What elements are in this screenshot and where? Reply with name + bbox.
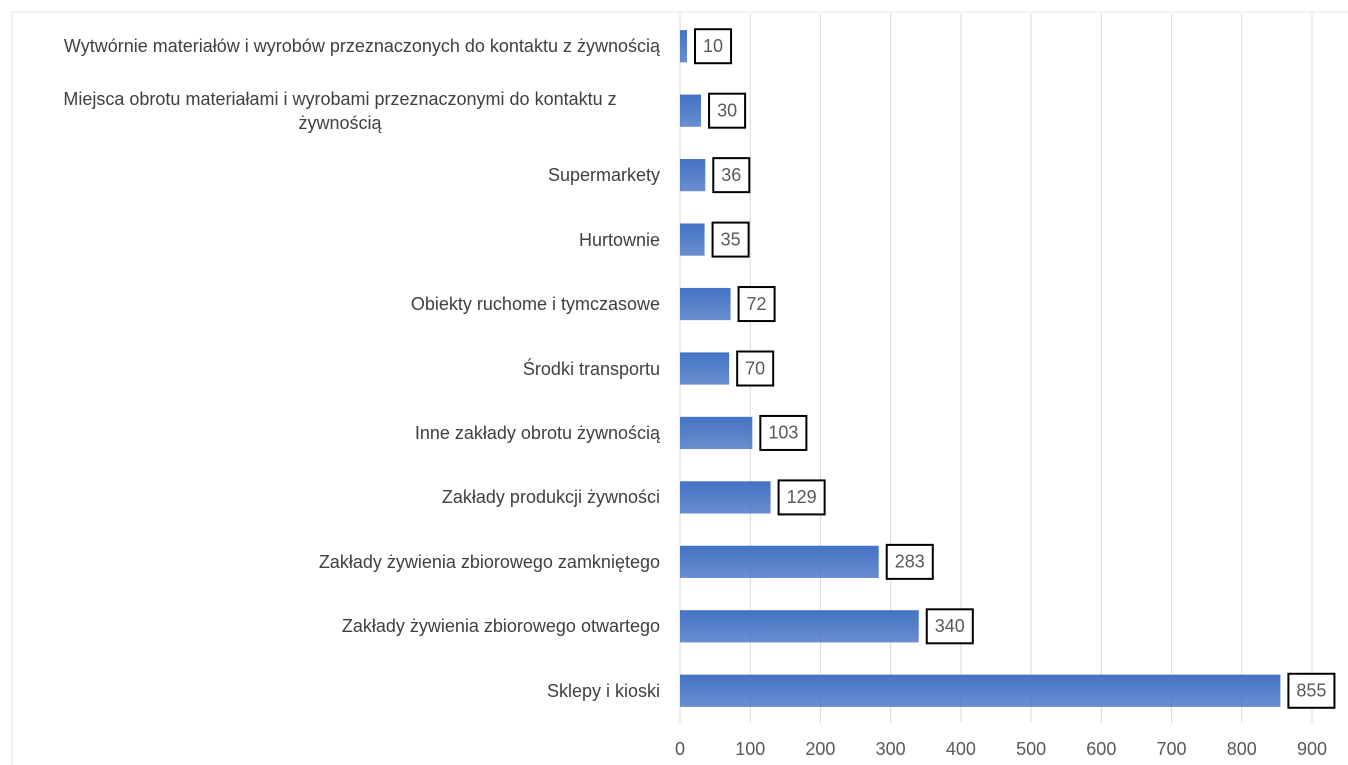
y-tick-label: Zakłady produkcji żywności — [441, 487, 660, 508]
data-label-box — [712, 157, 751, 194]
data-label: 283 — [895, 552, 925, 572]
y-tick-label: Hurtownie — [578, 229, 660, 250]
x-tick-label: 300 — [876, 739, 906, 759]
x-tick-label: 100 — [735, 739, 765, 759]
data-label: 72 — [747, 294, 767, 314]
bar — [680, 223, 705, 256]
data-label: 36 — [721, 165, 741, 185]
bar — [680, 159, 706, 192]
data-label: 340 — [935, 616, 965, 636]
data-label-box — [777, 479, 826, 516]
bar — [680, 416, 753, 450]
y-tick-label: Sklepy i kioski — [546, 680, 660, 701]
data-label-box — [759, 414, 808, 451]
data-label-box — [736, 350, 775, 387]
data-label: 103 — [768, 423, 798, 443]
y-tick-label: Inne zakłady obrotu żywnością — [414, 422, 660, 443]
y-tick-label: Zakłady żywienia zbiorowego zamkniętego — [318, 551, 660, 572]
data-label-box — [694, 28, 733, 65]
bar — [680, 545, 879, 578]
y-tick-label: Obiekty ruchome i tymczasowe — [410, 294, 660, 315]
x-tick-label: 700 — [1157, 739, 1187, 759]
data-label: 30 — [717, 100, 737, 120]
data-label: 129 — [787, 487, 817, 507]
bar — [680, 352, 730, 385]
data-label: 70 — [745, 358, 765, 378]
x-tick-label: 400 — [946, 739, 976, 759]
x-tick-label: 800 — [1227, 739, 1257, 759]
data-label-box — [925, 608, 974, 645]
x-tick-label: 900 — [1297, 739, 1327, 759]
bar — [680, 287, 731, 321]
y-tick-label: Środki transportu — [522, 358, 660, 379]
y-tick-label: Zakłady żywienia zbiorowego otwartego — [341, 616, 660, 637]
y-tick-label: Wytwórnie materiałów i wyrobów przeznacz… — [63, 36, 660, 57]
x-tick-label: 200 — [805, 739, 835, 759]
data-label: 35 — [721, 229, 741, 249]
y-tick-label: Supermarkety — [547, 165, 660, 186]
data-label-box — [885, 543, 934, 580]
x-tick-label: 500 — [1016, 739, 1046, 759]
x-tick-label: 0 — [675, 739, 685, 759]
data-label-box — [1287, 672, 1336, 709]
data-label: 855 — [1296, 681, 1326, 701]
y-tick-label: Miejsca obrotu materiałami i wyrobami pr… — [63, 88, 617, 133]
x-tick-label: 600 — [1086, 739, 1116, 759]
bar — [680, 94, 702, 127]
data-label-box — [737, 286, 776, 323]
bar — [680, 610, 919, 643]
bar — [680, 481, 771, 514]
bar — [680, 674, 1281, 707]
data-label: 10 — [703, 36, 723, 56]
data-label-box — [711, 221, 750, 258]
bar — [680, 30, 688, 63]
data-label-box — [708, 92, 747, 129]
